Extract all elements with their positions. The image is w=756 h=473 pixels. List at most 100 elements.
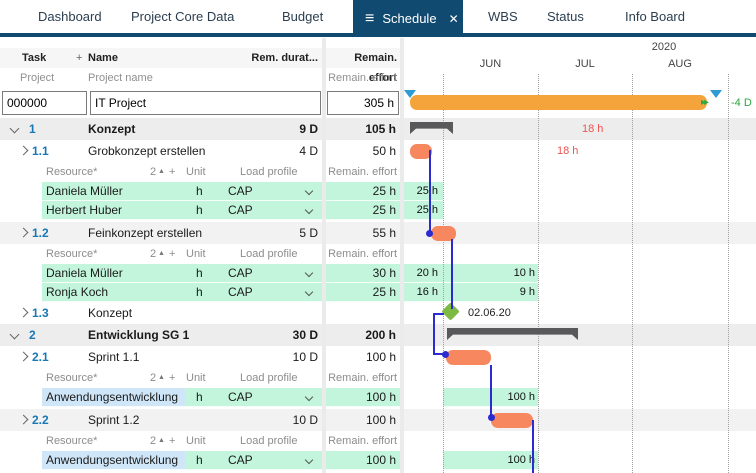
- resource-count[interactable]: 2: [150, 248, 157, 260]
- resource-unit-cell[interactable]: h: [185, 182, 215, 201]
- load-profile-select[interactable]: CAP: [215, 264, 322, 283]
- resource-unit-cell[interactable]: h: [185, 201, 215, 220]
- project-name-input[interactable]: [90, 91, 321, 115]
- sort-icon[interactable]: ▲: [158, 168, 165, 175]
- add-resource-button[interactable]: +: [169, 166, 176, 178]
- resource-count[interactable]: 2: [150, 166, 157, 178]
- resource-col-label: Resource*: [46, 248, 98, 260]
- resource-effort-cell[interactable]: 100 h: [326, 451, 400, 470]
- resource-unit-cell[interactable]: h: [185, 451, 215, 470]
- resource-name-cell[interactable]: Anwendungsentwicklung: [42, 388, 185, 407]
- resource-effort-cell[interactable]: 25 h: [326, 283, 400, 302]
- resource-effort-cell[interactable]: 100 h: [326, 388, 400, 407]
- resource-unit-cell[interactable]: h: [185, 388, 215, 407]
- project-start-marker-icon[interactable]: [404, 90, 416, 98]
- summary-bar[interactable]: [410, 122, 453, 134]
- col-task[interactable]: Task: [22, 52, 47, 64]
- load-profile-select[interactable]: CAP: [215, 201, 322, 220]
- resource-count[interactable]: 2: [150, 372, 157, 384]
- load-profile-select[interactable]: CAP: [215, 283, 322, 302]
- summary-bar[interactable]: [447, 328, 578, 340]
- expand-icon[interactable]: [18, 145, 29, 156]
- expand-icon[interactable]: [18, 414, 29, 425]
- chevron-down-icon[interactable]: [304, 205, 314, 215]
- resource-row[interactable]: Ronja Koch h CAP 25 h 16 h 9 h: [0, 283, 756, 302]
- resource-effort-cell[interactable]: 25 h: [326, 201, 400, 220]
- tab-status[interactable]: Status: [547, 9, 584, 24]
- load-profile-select[interactable]: CAP: [215, 388, 322, 407]
- chevron-down-icon[interactable]: [304, 287, 314, 297]
- menu-icon[interactable]: ≡: [365, 9, 375, 27]
- table-gantt-divider[interactable]: [400, 38, 404, 473]
- dependency-dot: [488, 414, 495, 421]
- chevron-down-icon[interactable]: [304, 455, 314, 465]
- collapse-icon[interactable]: [9, 329, 20, 340]
- tab-info-board[interactable]: Info Board: [625, 9, 685, 24]
- add-column-button[interactable]: +: [76, 52, 83, 64]
- tab-budget[interactable]: Budget: [282, 9, 324, 24]
- tab-schedule[interactable]: ≡ Schedule ✕: [353, 0, 463, 37]
- task-gantt-bar[interactable]: [410, 144, 432, 159]
- resource-name-cell[interactable]: Anwendungsentwicklung: [42, 451, 185, 470]
- task-row-2[interactable]: 2 Entwicklung SG 1 30 D 200 h: [0, 324, 756, 346]
- sort-icon[interactable]: ▲: [158, 250, 165, 257]
- task-row-1-2[interactable]: 1.2 Feinkonzept erstellen 5 D 55 h: [0, 222, 756, 244]
- sort-icon[interactable]: ▲: [158, 437, 165, 444]
- task-gantt-bar[interactable]: [446, 350, 491, 365]
- task-gantt-bar[interactable]: [491, 413, 533, 428]
- resource-effort-cell[interactable]: 30 h: [326, 264, 400, 283]
- tab-project-core-data[interactable]: Project Core Data: [131, 9, 235, 24]
- effort-bucket: [443, 451, 538, 470]
- resource-row[interactable]: Daniela Müller h CAP 25 h 25 h: [0, 182, 756, 201]
- chevron-down-icon[interactable]: [304, 186, 314, 196]
- resource-unit-cell[interactable]: h: [185, 283, 215, 302]
- task-row-1-3[interactable]: 1.3 Konzept 02.06.20: [0, 302, 756, 324]
- project-gantt-bar[interactable]: [410, 95, 707, 110]
- resource-unit-cell[interactable]: h: [185, 264, 215, 283]
- add-resource-button[interactable]: +: [169, 372, 176, 384]
- resource-row[interactable]: Daniela Müller h CAP 30 h 20 h 10 h: [0, 264, 756, 283]
- chevron-down-icon[interactable]: [304, 392, 314, 402]
- chevron-down-icon[interactable]: [304, 268, 314, 278]
- task-row-2-1[interactable]: 2.1 Sprint 1.1 10 D 100 h: [0, 346, 756, 368]
- task-row-1[interactable]: 1 Konzept 9 D 105 h 18 h: [0, 118, 756, 140]
- task-row-2-2[interactable]: 2.2 Sprint 1.2 10 D 100 h: [0, 409, 756, 431]
- tab-dashboard[interactable]: Dashboard: [38, 9, 102, 24]
- resource-row[interactable]: Anwendungsentwicklung h CAP 100 h 100 h: [0, 451, 756, 470]
- load-profile-select[interactable]: CAP: [215, 451, 322, 470]
- col-name[interactable]: Name: [88, 52, 118, 64]
- col-duration[interactable]: Rem. durat...: [251, 52, 318, 64]
- project-id-input[interactable]: [2, 91, 87, 115]
- unit-col-label: Unit: [186, 372, 206, 384]
- subcol-effort: Remain. effort: [328, 72, 397, 84]
- close-icon[interactable]: ✕: [448, 11, 459, 26]
- project-end-marker-icon[interactable]: [710, 90, 722, 98]
- task-row-1-1[interactable]: 1.1 Grobkonzept erstellen 4 D 50 h 18 h: [0, 140, 756, 162]
- expand-icon[interactable]: [18, 351, 29, 362]
- tab-wbs[interactable]: WBS: [488, 9, 518, 24]
- resource-count[interactable]: 2: [150, 435, 157, 447]
- task-effort: 200 h: [365, 328, 396, 342]
- resource-name-cell[interactable]: Ronja Koch: [42, 283, 185, 302]
- resource-name-cell[interactable]: Herbert Huber: [42, 201, 185, 220]
- load-profile-select[interactable]: CAP: [215, 182, 322, 201]
- task-name: Feinkonzept erstellen: [88, 226, 203, 240]
- task-gantt-bar[interactable]: [431, 226, 456, 241]
- effort-bucket: [404, 182, 443, 201]
- expand-icon[interactable]: [18, 227, 29, 238]
- sort-icon[interactable]: ▲: [158, 374, 165, 381]
- resource-name-cell[interactable]: Daniela Müller: [42, 264, 185, 283]
- overload-label: 18 h: [557, 145, 579, 157]
- resource-row[interactable]: Anwendungsentwicklung h CAP 100 h 100 h: [0, 388, 756, 407]
- resource-row[interactable]: Herbert Huber h CAP 25 h 25 h: [0, 201, 756, 220]
- col-effort[interactable]: Remain. effort: [354, 52, 397, 84]
- project-effort-input[interactable]: [327, 91, 399, 115]
- column-divider[interactable]: [322, 38, 326, 473]
- resource-name-cell[interactable]: Daniela Müller: [42, 182, 185, 201]
- dependency-line: [490, 365, 492, 418]
- resource-effort-cell[interactable]: 25 h: [326, 182, 400, 201]
- add-resource-button[interactable]: +: [169, 435, 176, 447]
- expand-icon[interactable]: [18, 307, 29, 318]
- collapse-icon[interactable]: [9, 123, 20, 134]
- add-resource-button[interactable]: +: [169, 248, 176, 260]
